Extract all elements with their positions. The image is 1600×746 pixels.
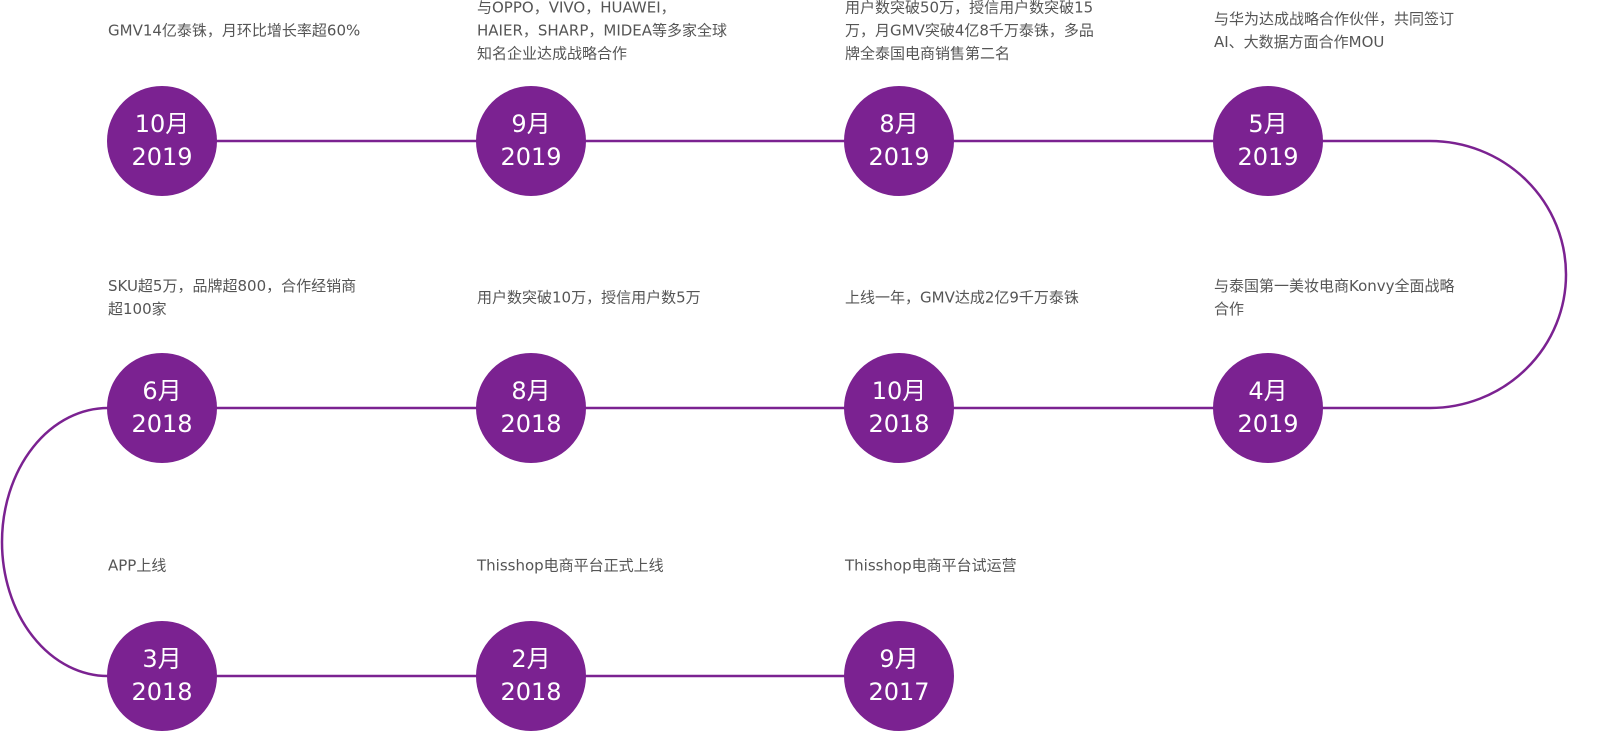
- milestone-text: 与OPPO，VIVO，HUAWEI，: [477, 0, 676, 17]
- date-circle: [1213, 353, 1323, 463]
- year: 2017: [868, 678, 929, 706]
- date-circle: [107, 353, 217, 463]
- milestone-text: HAIER，SHARP，MIDEA等多家全球: [477, 22, 727, 40]
- month: 9月: [879, 645, 918, 673]
- date-circle: [107, 621, 217, 731]
- milestone-text: AI、大数据方面合作MOU: [1214, 33, 1384, 51]
- milestone-text: 合作: [1214, 300, 1244, 318]
- month: 2月: [511, 645, 550, 673]
- date-circle: [844, 353, 954, 463]
- month: 10月: [872, 377, 927, 405]
- milestone-text: 用户数突破50万，授信用户数突破15: [845, 0, 1093, 17]
- year: 2018: [131, 678, 192, 706]
- year: 2019: [500, 143, 561, 171]
- month: 5月: [1248, 110, 1287, 138]
- month: 3月: [142, 645, 181, 673]
- milestone-text: 知名企业达成战略合作: [477, 45, 627, 63]
- date-circle: [476, 86, 586, 196]
- date-circle: [107, 86, 217, 196]
- year: 2019: [131, 143, 192, 171]
- milestone-text: 超100家: [108, 300, 167, 318]
- date-circle: [1213, 86, 1323, 196]
- month: 8月: [879, 110, 918, 138]
- milestone-text: 万，月GMV突破4亿8千万泰铢，多品: [845, 22, 1094, 40]
- date-circle: [844, 86, 954, 196]
- milestone-text: GMV14亿泰铢，月环比增长率超60%: [108, 22, 360, 40]
- milestone-text: APP上线: [108, 557, 166, 575]
- date-circle: [476, 353, 586, 463]
- milestone-text: 牌全泰国电商销售第二名: [845, 45, 1010, 63]
- month: 6月: [142, 377, 181, 405]
- milestone-text: 与华为达成战略合作伙伴，共同签订: [1214, 10, 1454, 28]
- milestone-text: Thisshop电商平台试运营: [844, 557, 1017, 575]
- year: 2018: [131, 410, 192, 438]
- month: 8月: [511, 377, 550, 405]
- milestone-text: 上线一年，GMV达成2亿9千万泰铢: [845, 289, 1079, 307]
- milestone-text: 与泰国第一美妆电商Konvy全面战略: [1214, 277, 1455, 295]
- year: 2019: [868, 143, 929, 171]
- year: 2019: [1237, 410, 1298, 438]
- month: 10月: [135, 110, 190, 138]
- date-circle: [844, 621, 954, 731]
- date-circle: [476, 621, 586, 731]
- year: 2018: [500, 678, 561, 706]
- year: 2019: [1237, 143, 1298, 171]
- month: 9月: [511, 110, 550, 138]
- year: 2018: [500, 410, 561, 438]
- month: 4月: [1248, 377, 1287, 405]
- milestone-text: 用户数突破10万，授信用户数5万: [477, 289, 701, 307]
- milestone-text: Thisshop电商平台正式上线: [476, 557, 664, 575]
- year: 2018: [868, 410, 929, 438]
- timeline-path: [0, 139, 1568, 678]
- milestone-text: SKU超5万，品牌超800，合作经销商: [108, 277, 356, 295]
